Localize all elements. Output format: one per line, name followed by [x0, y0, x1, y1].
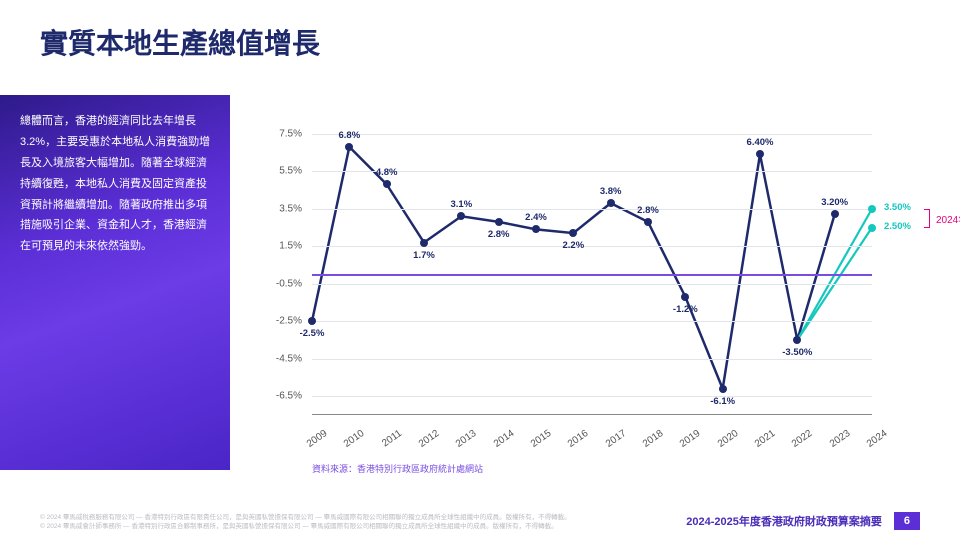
- grid-line: [312, 321, 872, 322]
- grid-line: [312, 359, 872, 360]
- forecast-bracket: [924, 209, 930, 228]
- y-tick-label: -2.5%: [252, 316, 302, 327]
- gdp-chart: -6.5%-4.5%-2.5%-0.5%1.5%3.5%5.5%7.5%2009…: [260, 105, 940, 475]
- y-tick-label: 5.5%: [252, 166, 302, 177]
- slide: 實質本地生產總值增長 總體而言，香港的經濟同比去年增長3.2%，主要受惠於本地私…: [0, 0, 960, 540]
- data-label: -3.50%: [782, 347, 812, 358]
- grid-line: [312, 246, 872, 247]
- y-tick-label: 1.5%: [252, 241, 302, 252]
- x-tick-label: 2017: [604, 428, 629, 450]
- footer: © 2024 畢馬威稅務服務有限公司 — 香港特別行政區有限責任公司，是與英國私…: [0, 496, 960, 540]
- footer-line2: © 2024 畢馬威會計師事務所 — 香港特別行政區合夥制事務所，是與英國私營擔…: [40, 522, 571, 532]
- y-tick-label: -0.5%: [252, 278, 302, 289]
- data-marker: [644, 218, 652, 226]
- footer-copyright: © 2024 畢馬威稅務服務有限公司 — 香港特別行政區有限責任公司，是與英國私…: [40, 513, 571, 533]
- data-label: 6.8%: [339, 130, 361, 141]
- plot-area: -6.5%-4.5%-2.5%-0.5%1.5%3.5%5.5%7.5%2009…: [312, 115, 872, 415]
- x-tick-label: 2011: [380, 428, 404, 449]
- data-marker: [719, 385, 727, 393]
- x-tick-label: 2021: [753, 428, 778, 450]
- x-tick-label: 2010: [342, 428, 367, 450]
- footer-doc-title: 2024-2025年度香港政府財政預算案摘要: [686, 513, 882, 529]
- x-tick-label: 2015: [529, 428, 554, 450]
- data-marker: [457, 212, 465, 220]
- page-title: 實質本地生產總值增長: [40, 22, 320, 62]
- data-marker: [308, 317, 316, 325]
- footer-right: 2024-2025年度香港政府財政預算案摘要 6: [686, 512, 920, 530]
- data-marker: [607, 199, 615, 207]
- grid-line: [312, 284, 872, 285]
- x-tick-label: 2020: [716, 428, 741, 450]
- y-tick-label: -4.5%: [252, 353, 302, 364]
- data-label: 2.4%: [525, 212, 547, 223]
- data-marker: [569, 229, 577, 237]
- data-label: 2.8%: [637, 205, 659, 216]
- grid-line: [312, 134, 872, 135]
- y-tick-label: -6.5%: [252, 391, 302, 402]
- zero-line: [312, 274, 872, 276]
- x-axis-line: [312, 414, 872, 415]
- x-tick-label: 2018: [641, 428, 666, 450]
- page-number: 6: [894, 512, 920, 530]
- forecast-marker: [868, 224, 876, 232]
- x-tick-label: 2019: [678, 428, 703, 450]
- forecast-label: 2.50%: [884, 221, 911, 232]
- x-tick-label: 2022: [790, 428, 815, 450]
- data-label: -1.2%: [673, 304, 698, 315]
- grid-line: [312, 396, 872, 397]
- data-marker: [420, 239, 428, 247]
- data-marker: [383, 180, 391, 188]
- data-marker: [831, 210, 839, 218]
- chart-lines: [312, 115, 872, 415]
- data-marker: [793, 336, 801, 344]
- forecast-marker: [868, 205, 876, 213]
- data-label: 6.40%: [747, 137, 774, 148]
- data-label: 2.8%: [488, 229, 510, 240]
- x-tick-label: 2023: [828, 428, 853, 450]
- x-tick-label: 2012: [417, 428, 442, 450]
- y-tick-label: 7.5%: [252, 128, 302, 139]
- grid-line: [312, 209, 872, 210]
- data-marker: [495, 218, 503, 226]
- x-tick-label: 2016: [566, 428, 591, 450]
- data-label: 3.1%: [451, 199, 473, 210]
- footer-line1: © 2024 畢馬威稅務服務有限公司 — 香港特別行政區有限責任公司，是與英國私…: [40, 513, 571, 523]
- x-tick-label: 2013: [454, 428, 479, 450]
- forecast-label: 3.50%: [884, 202, 911, 213]
- data-marker: [681, 293, 689, 301]
- data-marker: [756, 150, 764, 158]
- data-marker: [532, 225, 540, 233]
- data-label: 2.2%: [563, 240, 585, 251]
- data-label: -2.5%: [300, 328, 325, 339]
- data-label: 4.8%: [376, 167, 398, 178]
- sidebar-body: 總體而言，香港的經濟同比去年增長3.2%，主要受惠於本地私人消費強勁增長及入境旅…: [20, 111, 212, 257]
- x-tick-label: 2024: [865, 428, 890, 450]
- chart-source: 資料來源：香港特別行政區政府統計處網站: [312, 462, 483, 475]
- data-label: -6.1%: [710, 396, 735, 407]
- data-marker: [345, 143, 353, 151]
- sidebar-panel: 總體而言，香港的經濟同比去年增長3.2%，主要受惠於本地私人消費強勁增長及入境旅…: [0, 95, 230, 470]
- data-label: 3.8%: [600, 186, 622, 197]
- forecast-annotation: 2024年預測幅度: [936, 211, 960, 226]
- x-tick-label: 2014: [492, 428, 517, 450]
- y-tick-label: 3.5%: [252, 203, 302, 214]
- x-tick-label: 2009: [305, 428, 330, 450]
- data-label: 1.7%: [413, 250, 435, 261]
- data-label: 3.20%: [821, 197, 848, 208]
